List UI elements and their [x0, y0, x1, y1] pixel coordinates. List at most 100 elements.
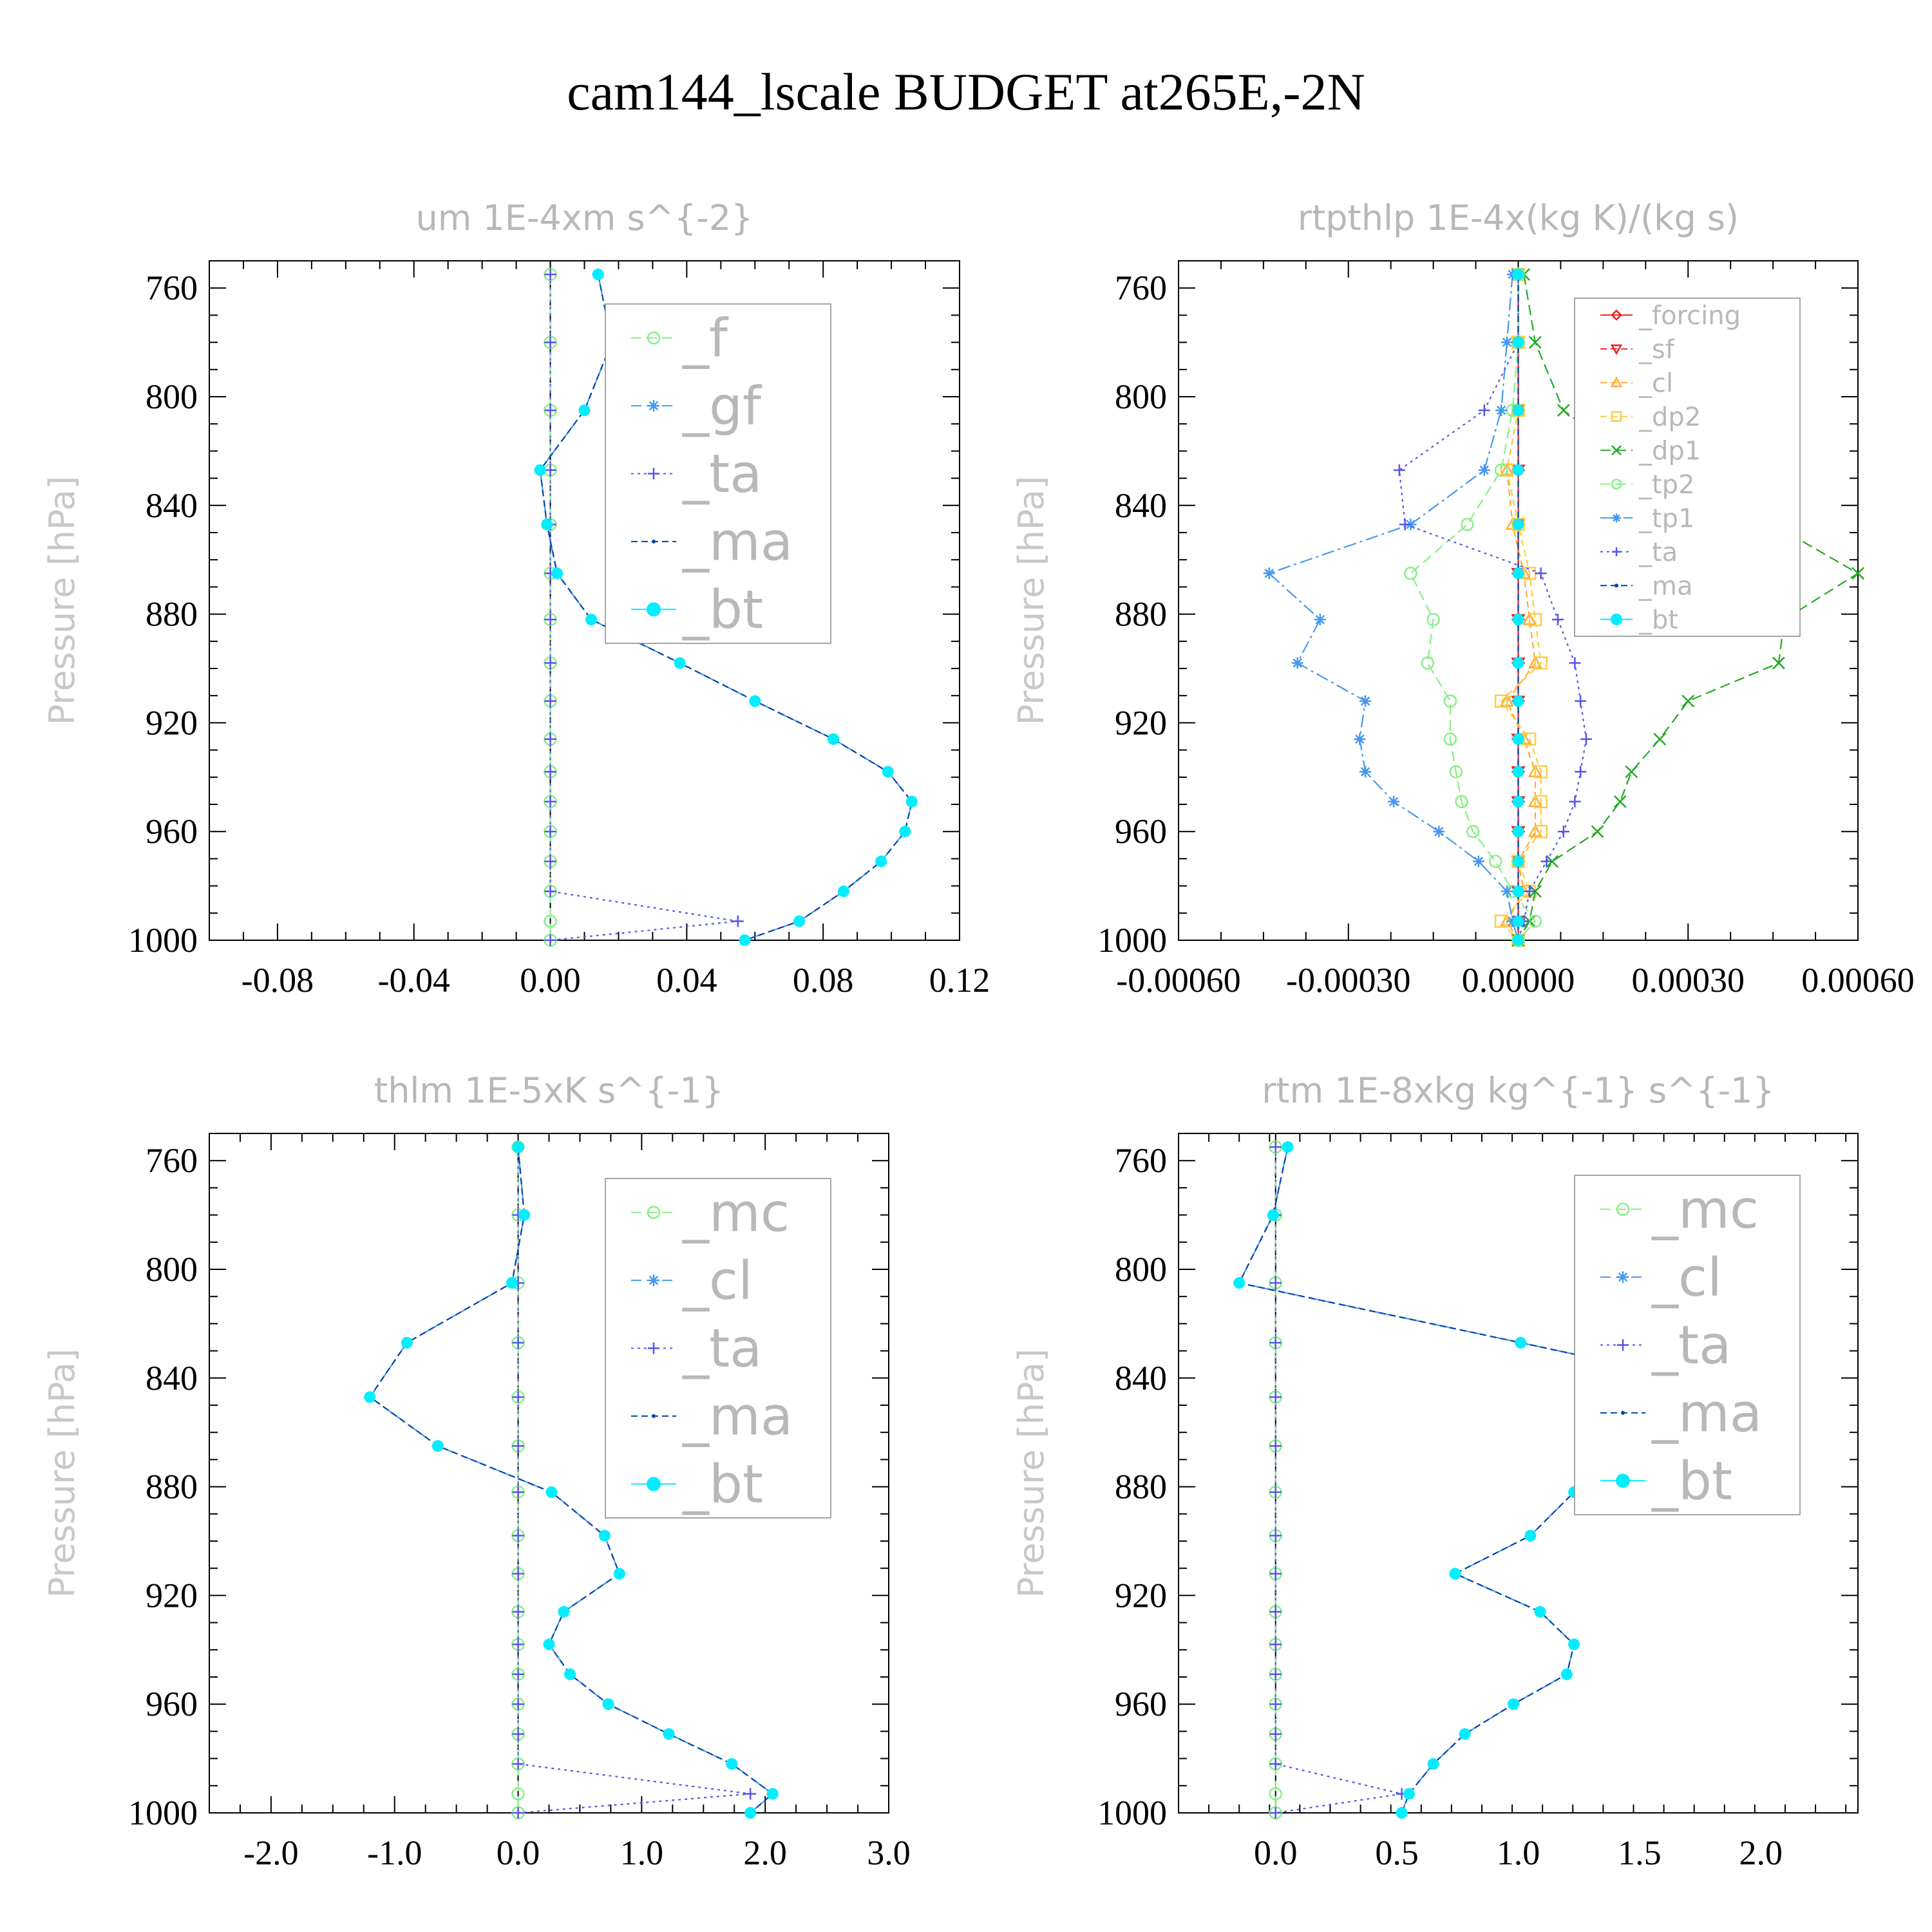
data-point	[544, 695, 556, 707]
y-tick-label: 960	[1115, 1685, 1167, 1723]
legend-box	[605, 303, 831, 644]
data-point	[1449, 765, 1463, 779]
data-point	[744, 1788, 757, 1800]
data-point	[1625, 765, 1638, 779]
data-point	[564, 1668, 576, 1680]
series-ta	[544, 269, 744, 946]
legend-box	[1574, 1175, 1801, 1515]
legend-label: _ta	[1638, 538, 1678, 567]
legend-marker	[1616, 1473, 1630, 1488]
legend-marker	[647, 602, 661, 617]
data-point	[512, 1141, 524, 1153]
legend: _mc _cl_ta _ma _bt	[1574, 1175, 1801, 1515]
series-line	[1506, 274, 1537, 941]
legend: _forcing _sf_cl _dp2 _dp1 _tp2 _tp1 _ta _ma _bt	[1574, 298, 1801, 637]
x-tick-label: -2.0	[243, 1833, 298, 1872]
data-point	[1427, 1758, 1439, 1770]
x-tick-label: 0.0	[497, 1833, 540, 1872]
data-point	[1681, 694, 1695, 708]
legend-label: _bt	[682, 1454, 763, 1515]
series-cl	[1499, 267, 1543, 946]
data-point	[1534, 765, 1548, 779]
data-point	[1575, 695, 1587, 707]
data-point	[1501, 886, 1513, 898]
data-point	[1534, 1605, 1546, 1618]
data-point	[544, 766, 556, 778]
data-point	[1399, 518, 1411, 531]
data-point	[1512, 464, 1524, 476]
y-tick-label: 920	[1115, 703, 1167, 742]
legend-box	[605, 1178, 831, 1519]
data-point	[1515, 1336, 1527, 1349]
data-point	[1568, 1638, 1580, 1651]
data-point	[1512, 826, 1524, 838]
legend-marker	[1621, 1410, 1625, 1415]
data-point	[1269, 1567, 1282, 1580]
data-point	[1403, 1788, 1415, 1800]
legend-label: _gf	[682, 376, 762, 437]
data-point	[1494, 694, 1508, 708]
legend-marker	[1610, 376, 1623, 388]
y-tick-label: 1000	[128, 921, 198, 960]
y-tick-label: 920	[1115, 1576, 1167, 1615]
data-point	[512, 1567, 524, 1580]
y-axis-label: Pressure [hPa]	[1011, 476, 1052, 725]
data-point	[512, 1336, 524, 1349]
x-tick-label: 0.08	[793, 961, 854, 999]
y-tick-label: 880	[146, 595, 198, 634]
y-tick-label: 960	[146, 1685, 198, 1723]
x-tick-label: 0.00	[520, 961, 581, 999]
data-point	[1354, 733, 1366, 745]
legend-marker	[648, 400, 659, 412]
data-point	[1569, 795, 1581, 808]
legend-marker	[647, 1206, 661, 1219]
data-point	[1269, 1698, 1282, 1710]
data-point	[512, 1758, 524, 1770]
legend-marker	[648, 468, 659, 480]
data-point	[1388, 795, 1400, 808]
legend-label: _ma	[682, 1387, 793, 1448]
legend-marker	[652, 539, 656, 544]
legend-marker	[1611, 411, 1622, 422]
legend-label: _sf	[1638, 335, 1675, 365]
data-point	[1263, 567, 1275, 580]
y-tick-label: 920	[146, 1576, 198, 1615]
data-point	[1443, 732, 1457, 746]
series-line	[1410, 274, 1537, 941]
data-point	[663, 1728, 675, 1740]
x-tick-label: -0.00030	[1286, 961, 1410, 999]
legend-marker	[1610, 344, 1623, 355]
x-tick-label: 0.00000	[1462, 961, 1575, 999]
plot-frame	[209, 260, 960, 941]
x-tick-label: 0.5	[1375, 1833, 1419, 1872]
x-tick-label: 0.00030	[1632, 961, 1745, 999]
data-point	[602, 1698, 614, 1710]
data-point	[739, 934, 751, 946]
panels: um 1E-4xm s^{-2} Pressure [hPa] 760 800 840 8…	[42, 198, 1915, 1872]
data-point	[431, 1440, 444, 1452]
data-point	[749, 695, 761, 707]
data-point	[1534, 824, 1548, 838]
legend-label: _ma	[1638, 571, 1692, 601]
data-point	[1459, 1728, 1471, 1740]
series-tp1	[1263, 269, 1524, 946]
y-axis-label: Pressure [hPa]	[1011, 1349, 1052, 1598]
data-point	[1569, 657, 1581, 669]
data-point	[744, 1807, 757, 1819]
data-point	[875, 855, 887, 867]
y-tick-label: 920	[146, 703, 198, 742]
data-point	[1269, 1141, 1282, 1153]
data-point	[544, 733, 556, 745]
y-tick-label: 800	[1115, 377, 1167, 416]
data-point	[1269, 1277, 1282, 1289]
legend-label: _bt	[682, 580, 763, 641]
x-tick-label: 0.0	[1254, 1833, 1298, 1872]
data-point	[1359, 766, 1372, 778]
data-point	[1653, 732, 1667, 746]
data-point	[1269, 1728, 1282, 1740]
data-point	[544, 914, 557, 928]
data-point	[1359, 695, 1372, 707]
data-point	[1269, 1605, 1282, 1618]
data-point	[512, 1605, 524, 1618]
